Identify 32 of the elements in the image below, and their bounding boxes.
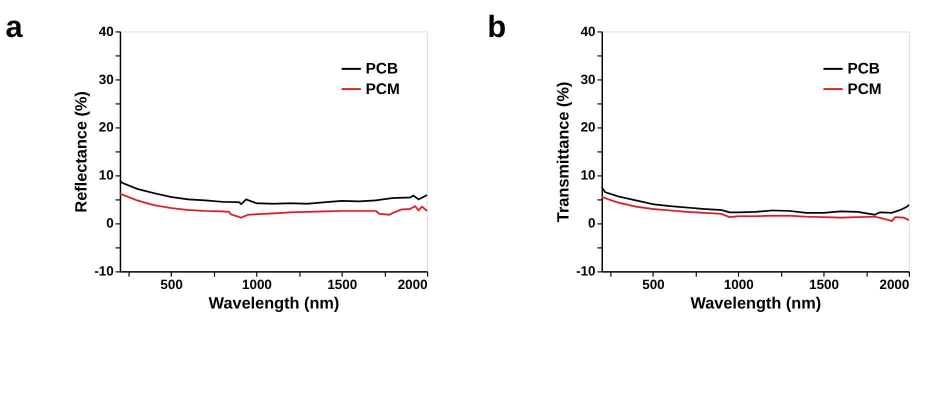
- x-tick-label: 500: [642, 277, 665, 292]
- x-tick-label: 2000: [398, 277, 428, 292]
- chart-title: b: [487, 9, 506, 44]
- x-axis-title: Wavelength (nm): [208, 294, 340, 312]
- y-tick-label: 10: [98, 168, 114, 183]
- x-axis-title: Wavelength (nm): [690, 294, 822, 312]
- x-tick-label: 1500: [327, 277, 358, 292]
- y-tick-label: 30: [98, 72, 114, 87]
- line-series: [119, 192, 428, 219]
- y-tick-label: 30: [580, 72, 596, 87]
- y-tick-label: 0: [588, 216, 596, 231]
- chart-title: a: [6, 9, 24, 44]
- y-tick-label: 20: [98, 120, 114, 135]
- y-axis-title: Reflectance (%): [72, 91, 91, 213]
- x-tick-label: 1500: [809, 277, 839, 292]
- legend-label: PCM: [366, 80, 400, 98]
- legend-label: PCM: [847, 80, 882, 98]
- y-axis-title: Transmittance (%): [554, 82, 572, 222]
- y-tick-label: 20: [580, 120, 596, 135]
- x-tick-label: 500: [160, 277, 183, 292]
- y-tick-label: -10: [576, 264, 596, 279]
- x-tick-label: 1000: [242, 277, 272, 292]
- y-tick-label: -10: [94, 264, 114, 279]
- legend-label: PCB: [366, 60, 398, 78]
- legend-label: PCB: [847, 60, 880, 78]
- y-tick-label: 10: [580, 168, 596, 183]
- y-tick-label: 40: [98, 24, 114, 39]
- x-tick-label: 2000: [880, 277, 910, 292]
- x-tick-label: 1000: [724, 277, 754, 292]
- line-series: [600, 196, 910, 222]
- y-tick-label: 40: [580, 24, 596, 39]
- y-tick-label: 0: [106, 216, 114, 231]
